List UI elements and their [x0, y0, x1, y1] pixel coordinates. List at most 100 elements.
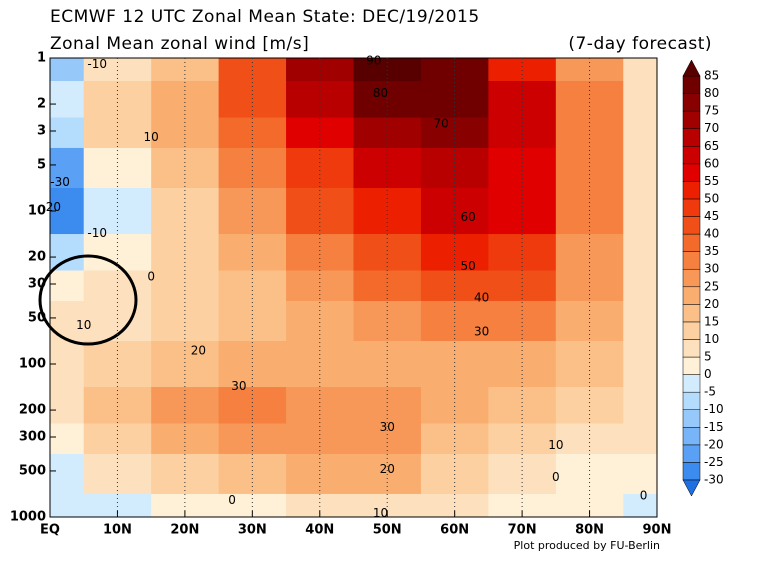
field-cell [353, 340, 422, 388]
field-cell [623, 187, 657, 235]
field-cell [50, 147, 85, 189]
field-cell [420, 387, 489, 425]
field-cell [420, 340, 489, 388]
field-cell [151, 270, 220, 302]
colorbar-swatch [682, 391, 701, 410]
field-cell [286, 81, 354, 119]
colorbar-swatch [682, 128, 701, 147]
chart-subtitle: Zonal Mean zonal wind [m/s] [50, 34, 309, 54]
field-cell [623, 453, 657, 495]
colorbar-label: -10 [704, 402, 724, 416]
field-cell [83, 270, 152, 302]
contour-label: 0 [640, 489, 648, 503]
field-cell [50, 81, 85, 119]
colorbar-label: -15 [704, 420, 724, 434]
colorbar-label: 5 [704, 350, 712, 364]
colorbar-label: 45 [704, 209, 719, 223]
field-cell [353, 58, 422, 82]
colorbar-swatch [682, 181, 701, 200]
colorbar-label: 0 [704, 367, 712, 381]
field-cell [623, 340, 657, 388]
contour-label: 80 [373, 86, 388, 100]
field-cell [420, 81, 489, 119]
contour-label: 10 [548, 438, 563, 452]
colorbar-label: 80 [704, 86, 719, 100]
colorbar-label: 35 [704, 244, 719, 258]
field-cell [286, 300, 354, 342]
colorbar-swatch [682, 146, 701, 165]
field-cell [286, 340, 354, 388]
field-cell [151, 340, 220, 388]
field-cell [83, 493, 152, 517]
colorbar-arrow-low [682, 479, 701, 497]
field-cell [151, 234, 220, 272]
contour-label: 90 [366, 54, 381, 68]
field-cell [488, 270, 557, 302]
contour-label: 30 [474, 325, 489, 339]
field-cell [50, 493, 85, 517]
field-cell [353, 234, 422, 272]
field-cell [286, 270, 354, 302]
field-cell [50, 270, 85, 302]
field-cell [555, 270, 624, 302]
colorbar-label: 65 [704, 139, 719, 153]
colorbar-label: 55 [704, 174, 719, 188]
contour-label: 10 [373, 506, 388, 520]
field-cell [420, 493, 489, 517]
colorbar-label: 60 [704, 156, 719, 170]
y-tick-label: 5 [37, 157, 46, 172]
x-tick-label: EQ [40, 523, 60, 538]
contour-label: -30 [50, 175, 70, 189]
colorbar-swatch [682, 75, 701, 94]
field-cell [555, 387, 624, 425]
field-cell [50, 387, 85, 425]
field-cell [420, 58, 489, 82]
contour-label: -10 [87, 57, 107, 71]
credit: Plot produced by FU-Berlin [514, 539, 660, 552]
contour-label: 0 [147, 269, 155, 283]
colorbar-label: 85 [704, 69, 719, 83]
colorbar-label: 10 [704, 332, 719, 346]
field-cell [555, 58, 624, 82]
contour-label: 20 [191, 343, 206, 357]
x-tick-label: 40N [305, 523, 334, 538]
contour-label: -10 [87, 226, 107, 240]
field-cell [488, 387, 557, 425]
field-cell [83, 58, 152, 82]
colorbar-swatch [682, 268, 701, 288]
field-cell [420, 270, 489, 302]
colorbar-label: -5 [704, 385, 716, 399]
colorbar-swatch [682, 356, 701, 375]
field-cell [50, 58, 85, 82]
field-cell [488, 58, 557, 82]
contour-label: 30 [380, 420, 395, 434]
field-cell [488, 234, 557, 272]
x-tick-label: 50N [373, 523, 402, 538]
field-cell [623, 234, 657, 272]
field-cell [50, 234, 85, 272]
field-cell [83, 340, 152, 388]
colorbar-label: 25 [704, 279, 719, 293]
field-cell [353, 81, 422, 119]
colorbar-swatch [682, 110, 701, 129]
colorbar-swatch [682, 339, 701, 358]
colorbar-swatch [682, 233, 701, 252]
field-cell [555, 493, 624, 517]
forecast-note: (7-day forecast) [568, 34, 712, 54]
contour-label: 20 [380, 462, 395, 476]
field-cell [218, 300, 287, 342]
field-cell [623, 58, 657, 82]
colorbar-label: -30 [704, 473, 724, 487]
field-cell [151, 58, 220, 82]
x-tick-label: 90N [643, 523, 672, 538]
y-tick-label: 500 [19, 463, 46, 478]
colorbar-label: 50 [704, 191, 719, 205]
contour-label: 0 [552, 470, 560, 484]
field-cell [353, 387, 422, 425]
colorbar-label: 40 [704, 227, 719, 241]
field-cell [555, 234, 624, 272]
colorbar-swatch [682, 427, 701, 446]
colorbar-swatch [682, 444, 701, 463]
field-cell [218, 493, 287, 517]
field-cell [151, 300, 220, 342]
